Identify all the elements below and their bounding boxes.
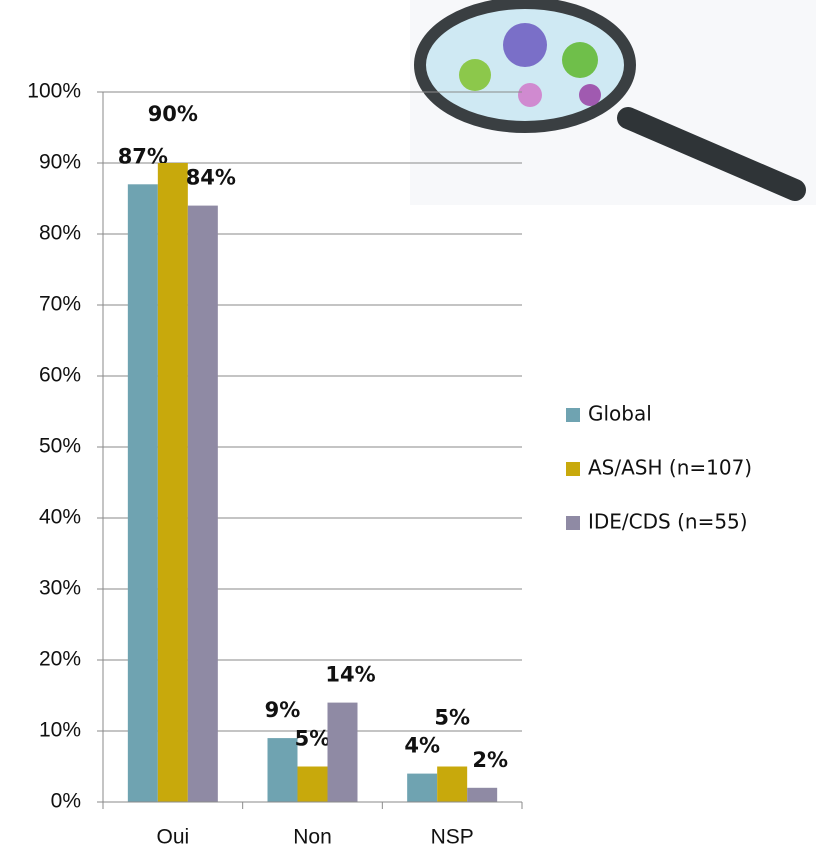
handle: [617, 107, 806, 201]
bar: [187, 205, 218, 803]
bar: [127, 184, 158, 803]
bar: [437, 766, 468, 802]
y-tick-label: 0%: [51, 790, 81, 813]
legend-label: AS/ASH (n=107): [588, 456, 752, 480]
y-tick-label: 70%: [39, 293, 81, 316]
y-tick-label: 60%: [39, 364, 81, 387]
value-label: 14%: [325, 663, 375, 687]
value-label: 5%: [434, 706, 470, 730]
legend-swatch: [566, 462, 580, 476]
legend-label: IDE/CDS (n=55): [588, 510, 748, 534]
legend-swatch: [566, 516, 580, 530]
y-tick-label: 10%: [39, 719, 81, 742]
germ: [562, 42, 598, 78]
y-tick-label: 50%: [39, 435, 81, 458]
y-tick-label: 30%: [39, 577, 81, 600]
value-label: 9%: [265, 698, 301, 722]
y-tick-label: 90%: [39, 151, 81, 174]
x-tick-label: NSP: [431, 826, 474, 849]
bar: [327, 702, 358, 802]
bar: [157, 163, 188, 802]
value-label: 4%: [404, 734, 440, 758]
germ: [518, 83, 542, 107]
value-label: 2%: [472, 748, 508, 772]
y-tick-label: 80%: [39, 222, 81, 245]
y-tick-label: 100%: [27, 80, 81, 103]
legend-label: Global: [588, 402, 652, 426]
bar: [297, 766, 328, 802]
y-tick-label: 40%: [39, 506, 81, 529]
value-label: 5%: [295, 727, 331, 751]
germ: [459, 59, 491, 91]
bar: [267, 738, 298, 802]
value-label: 90%: [148, 102, 198, 126]
x-tick-label: Non: [293, 826, 332, 849]
y-tick-label: 20%: [39, 648, 81, 671]
germ: [579, 84, 601, 106]
x-tick-label: Oui: [156, 826, 189, 849]
germ: [503, 23, 547, 67]
magnifier-illustration: [410, 0, 816, 205]
bar: [467, 787, 498, 802]
legend-swatch: [566, 408, 580, 422]
bar: [407, 773, 438, 802]
value-label: 84%: [186, 166, 236, 190]
